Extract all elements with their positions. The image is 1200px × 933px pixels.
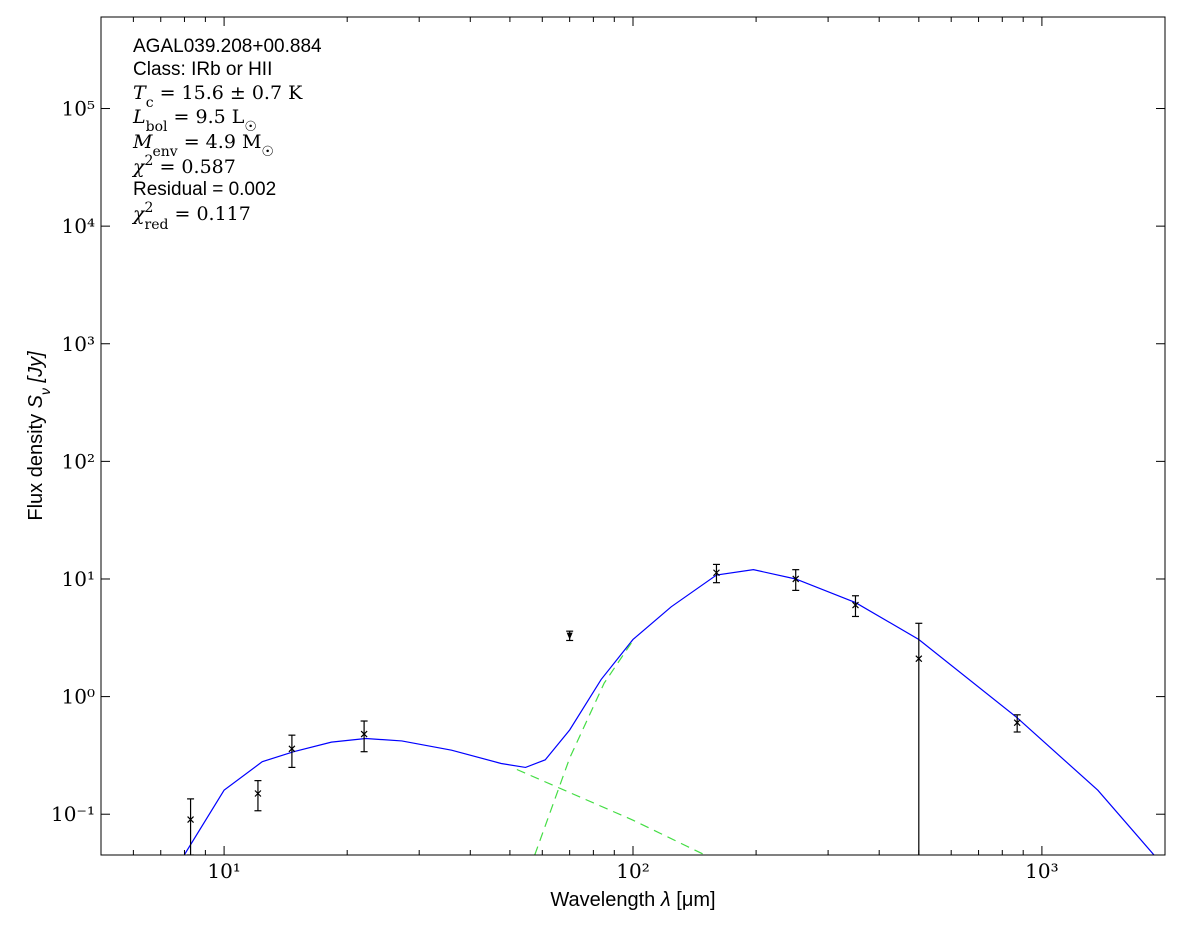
y-axis-label: Flux density Sν [Jy] xyxy=(25,351,53,521)
annotation: χ2 red = 0.117 xyxy=(131,200,251,233)
annotation: Lbol = 9.5 L☉ xyxy=(132,106,257,135)
annotation-part: M xyxy=(132,131,153,153)
annotation: Menv = 4.9 M☉ xyxy=(132,131,274,160)
data-point xyxy=(187,816,194,824)
y-axis-label-part: Flux density xyxy=(25,408,47,520)
data-point xyxy=(792,575,800,583)
y-axis-label-part: [Jy] xyxy=(25,351,47,388)
data-point xyxy=(915,655,923,663)
annotation-part: Class: IRb or HII xyxy=(133,59,272,80)
y-tick-label: 10⁻¹ xyxy=(51,802,95,826)
annotation-part: ☉ xyxy=(244,119,257,135)
data-point xyxy=(713,569,720,577)
annotation-part: = 4.9 M xyxy=(178,131,262,153)
x-axis-label-part: λ xyxy=(660,889,671,911)
annotation-part: 2 xyxy=(145,153,154,169)
y-tick-label: 10⁰ xyxy=(62,685,95,709)
x-axis-label: Wavelength λ [μm] xyxy=(550,889,715,911)
y-tick-label: 10³ xyxy=(62,332,95,356)
annotation-part: red xyxy=(145,217,169,233)
y-tick-label: 10¹ xyxy=(62,567,95,591)
y-tick-label: 10⁴ xyxy=(62,214,95,238)
data-point xyxy=(1013,719,1021,727)
x-axis-label-part: Wavelength xyxy=(550,889,660,911)
annotation-part: 2 xyxy=(145,200,154,216)
x-tick-label: 10¹ xyxy=(207,859,240,883)
annotation-part: = 0.117 xyxy=(168,203,250,225)
annotation: Residual = 0.002 xyxy=(133,179,276,200)
data-point xyxy=(288,745,296,753)
y-axis-label-part: ν xyxy=(37,388,53,395)
annotation-part: AGAL039.208+00.884 xyxy=(133,36,322,57)
data-point xyxy=(254,790,262,797)
component-line xyxy=(516,768,706,855)
annotation: χ2 = 0.587 xyxy=(131,153,236,178)
plot-area xyxy=(183,563,1155,855)
annotation-part: env xyxy=(152,144,177,160)
data-point xyxy=(360,730,368,738)
data-point xyxy=(852,601,859,609)
component-line xyxy=(534,640,634,855)
x-tick-label: 10³ xyxy=(1025,859,1058,883)
annotation-part: ☉ xyxy=(261,144,274,160)
annotation-part: χ xyxy=(131,156,146,178)
annotation-part: = 15.6 ± 0.7 K xyxy=(154,82,304,104)
annotation-part: = 9.5 L xyxy=(168,106,245,128)
y-tick-label: 10² xyxy=(62,449,95,473)
annotation-part: T xyxy=(133,82,147,104)
annotation-part: = 0.587 xyxy=(153,156,235,178)
annotation: Tc = 15.6 ± 0.7 K xyxy=(133,82,303,111)
x-axis-label-part: [μm] xyxy=(671,889,716,911)
y-axis-label-part: S xyxy=(25,394,47,408)
annotation-part: c xyxy=(146,95,154,111)
upper-limit-marker xyxy=(566,632,573,640)
annotation-part: Residual = 0.002 xyxy=(133,179,276,200)
annotation: Class: IRb or HII xyxy=(133,59,272,80)
model-line xyxy=(183,569,1155,855)
annotation-part: L xyxy=(132,106,146,128)
annotation-part: bol xyxy=(146,119,168,135)
annotation-part: χ xyxy=(131,203,146,225)
annotation: AGAL039.208+00.884 xyxy=(133,36,322,57)
x-tick-label: 10² xyxy=(616,859,649,883)
y-tick-label: 10⁵ xyxy=(62,97,95,121)
